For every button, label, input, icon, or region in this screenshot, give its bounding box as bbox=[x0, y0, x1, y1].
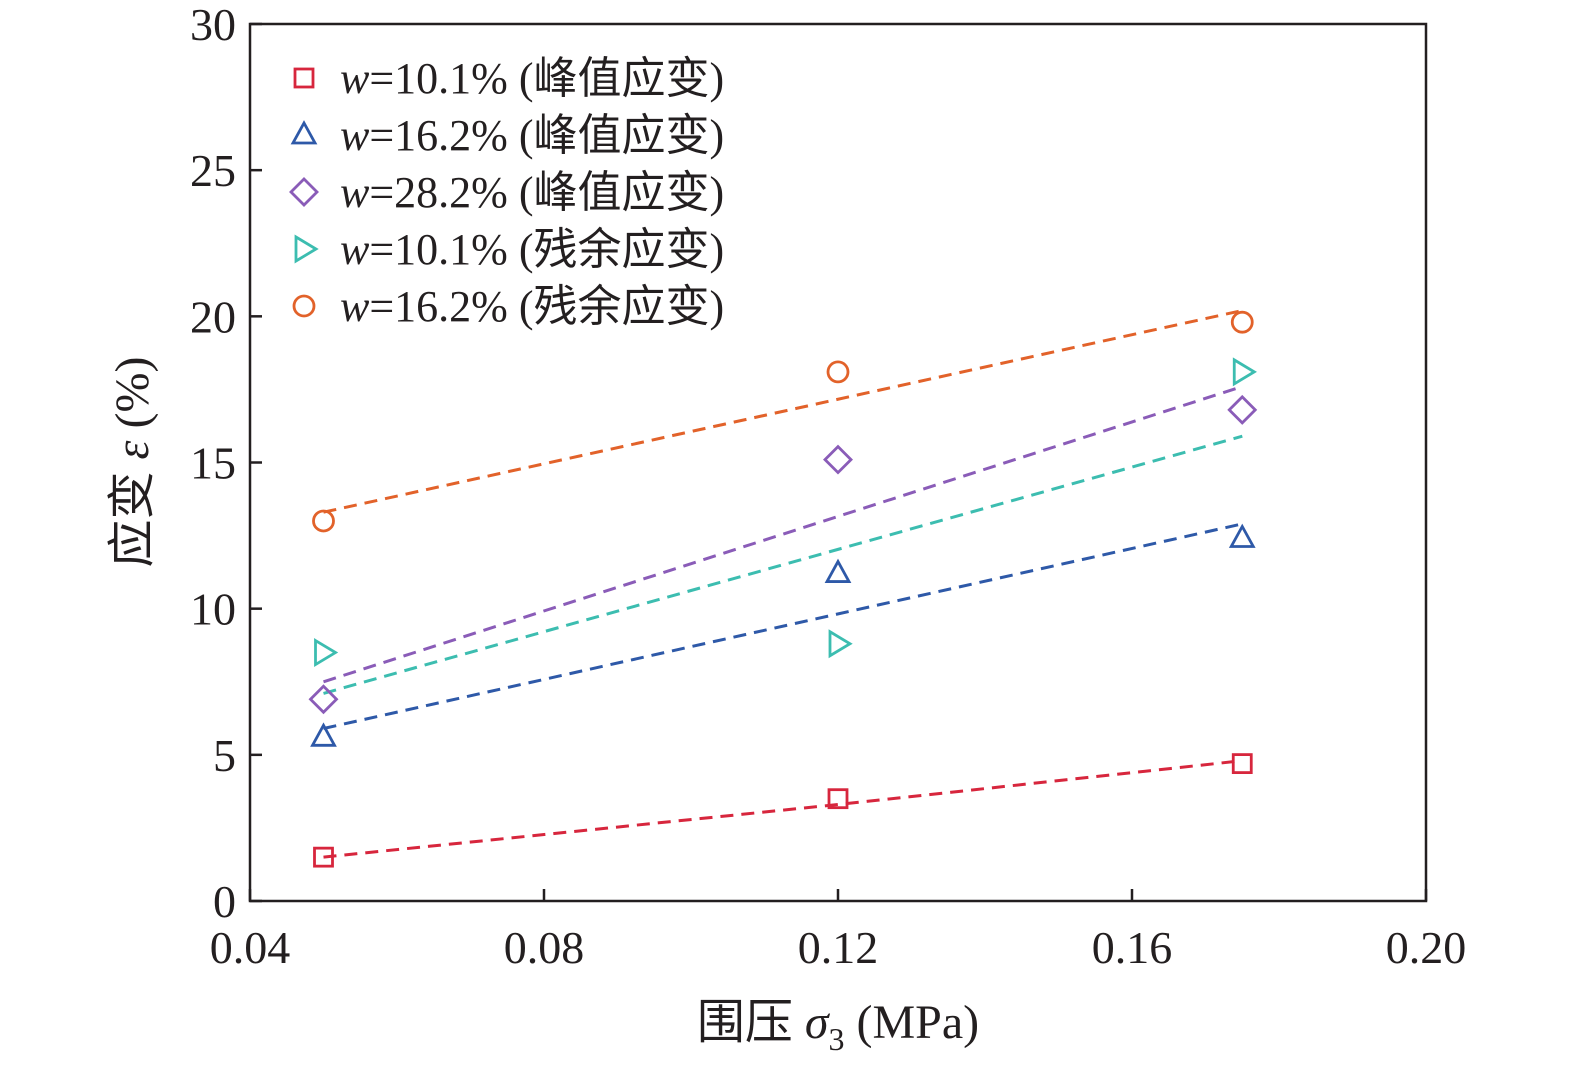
legend-marker-triangle-up bbox=[290, 120, 318, 145]
x-tick-label: 0.16 bbox=[1092, 922, 1173, 973]
legend-label: w=16.2% (残余应变) bbox=[340, 282, 724, 331]
fit-line bbox=[323, 434, 1243, 695]
y-tick-label: 10 bbox=[190, 584, 236, 635]
data-point-triangle-up bbox=[310, 722, 337, 747]
data-point-triangle-up bbox=[824, 558, 852, 583]
x-tick-label: 0.20 bbox=[1386, 922, 1467, 973]
data-point-triangle-right bbox=[828, 629, 853, 659]
data-point-triangle-up bbox=[1228, 523, 1256, 548]
x-tick-label: 0.04 bbox=[210, 922, 291, 973]
legend-label: w=10.1% (峰值应变) bbox=[340, 54, 724, 103]
data-point-square bbox=[313, 846, 334, 868]
legend-label: w=16.2% (峰值应变) bbox=[340, 111, 724, 160]
data-point-circle bbox=[1230, 310, 1254, 334]
legend-marker-triangle-right bbox=[294, 234, 319, 264]
data-point-circle bbox=[826, 360, 850, 384]
legend-label: w=28.2% (峰值应变) bbox=[340, 168, 724, 217]
data-point-circle bbox=[312, 509, 335, 533]
data-point-diamond bbox=[308, 684, 339, 715]
fit-line bbox=[323, 522, 1243, 730]
x-tick-label: 0.08 bbox=[504, 922, 585, 973]
y-tick-label: 15 bbox=[190, 438, 236, 489]
data-markers bbox=[308, 310, 1258, 868]
fit-line bbox=[323, 759, 1243, 859]
legend-marker-circle bbox=[292, 294, 316, 318]
x-axis-ticks: 0.04 0.08 0.12 0.16 0.20 bbox=[210, 889, 1467, 973]
data-point-diamond bbox=[823, 444, 853, 475]
y-axis-title: 应变 ε (%) bbox=[106, 357, 159, 568]
data-point-square bbox=[1231, 753, 1253, 775]
legend-marker-diamond bbox=[289, 177, 319, 207]
y-axis-ticks: 0 5 10 15 20 25 30 bbox=[190, 0, 262, 927]
x-axis-title: 围压 σ3 (MPa) bbox=[697, 996, 979, 1057]
y-tick-label: 5 bbox=[213, 730, 236, 781]
data-point-square bbox=[827, 788, 849, 810]
fit-line bbox=[323, 385, 1243, 684]
legend: w=10.1% (峰值应变) w=16.2% (峰值应变) w=28.2% (峰值应… bbox=[289, 54, 724, 331]
y-tick-label: 0 bbox=[213, 876, 236, 927]
data-point-triangle-right bbox=[1232, 357, 1257, 387]
y-tick-label: 25 bbox=[190, 145, 236, 196]
fit-lines bbox=[323, 309, 1243, 859]
data-point-diamond bbox=[1227, 394, 1258, 425]
legend-marker-square bbox=[293, 67, 315, 89]
data-point-triangle-right bbox=[314, 638, 339, 667]
y-tick-label: 20 bbox=[190, 291, 236, 342]
x-tick-label: 0.12 bbox=[798, 922, 879, 973]
fit-line bbox=[323, 309, 1243, 514]
legend-label: w=10.1% (残余应变) bbox=[340, 225, 724, 274]
y-tick-label: 30 bbox=[190, 0, 236, 50]
